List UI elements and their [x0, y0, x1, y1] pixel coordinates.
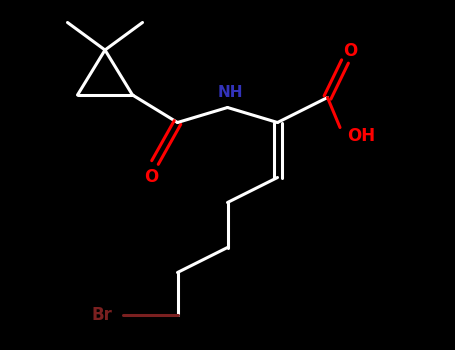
- Text: Br: Br: [91, 306, 112, 324]
- Text: OH: OH: [347, 127, 375, 146]
- Text: NH: NH: [217, 85, 243, 100]
- Text: O: O: [343, 42, 357, 60]
- Text: O: O: [144, 168, 158, 186]
